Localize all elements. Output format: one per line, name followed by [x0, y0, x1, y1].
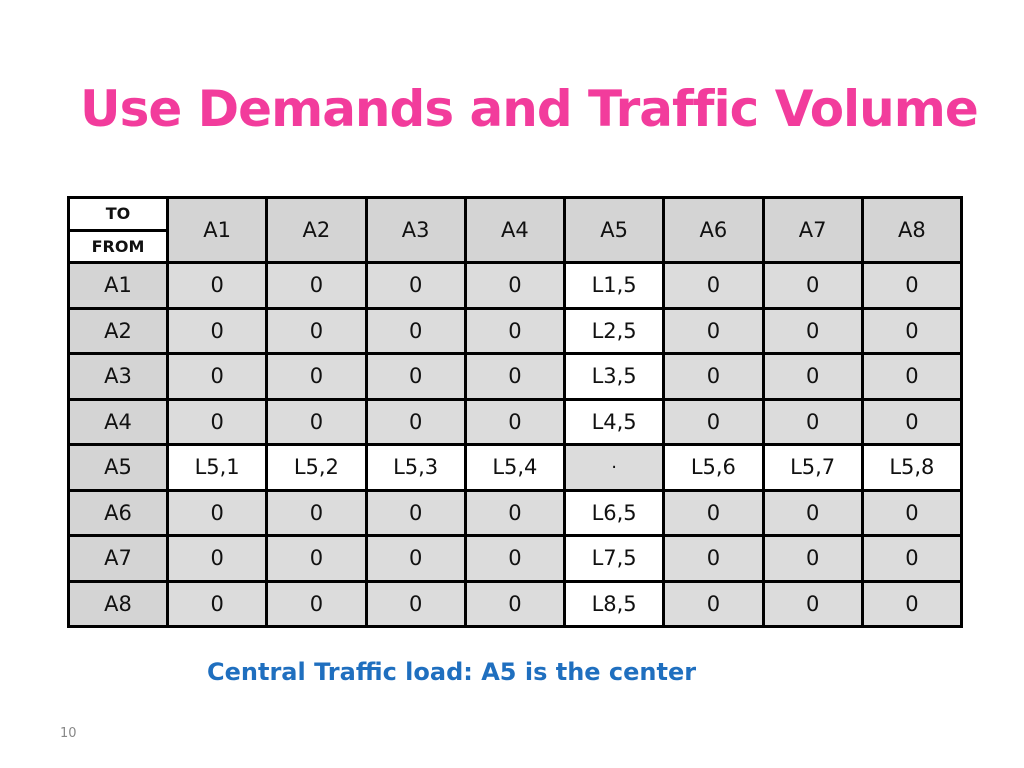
table-cell: 0 [863, 264, 960, 307]
table-cell: 0 [863, 537, 960, 580]
table-cell: 0 [466, 491, 563, 534]
column-header-a5: A5 [566, 199, 663, 261]
table-cell: 0 [665, 400, 762, 443]
table-cell: 0 [169, 537, 266, 580]
table-cell: 0 [169, 355, 266, 398]
table-cell: 0 [268, 400, 365, 443]
table-cell: 0 [466, 264, 563, 307]
table-cell: 0 [665, 537, 762, 580]
row-header-a2: A2 [70, 309, 166, 352]
table-cell: 0 [169, 491, 266, 534]
row-header-a1: A1 [70, 264, 166, 307]
table-cell: L8,5 [566, 582, 663, 625]
table-cell: 0 [169, 400, 266, 443]
table-cell: 0 [665, 582, 762, 625]
column-header-a1: A1 [169, 199, 266, 261]
table-cell: 0 [665, 309, 762, 352]
column-header-a8: A8 [863, 199, 960, 261]
table-cell: 0 [466, 537, 563, 580]
table-cell: 0 [367, 491, 464, 534]
table-cell: 0 [764, 355, 861, 398]
table-cell: 0 [863, 491, 960, 534]
corner-from-label: FROM [70, 231, 166, 261]
page-number: 10 [60, 726, 77, 741]
table-cell: · [566, 446, 663, 489]
table-cell: 0 [466, 309, 563, 352]
table-cell: 0 [863, 309, 960, 352]
table-cell: L5,6 [665, 446, 762, 489]
table-cell: 0 [367, 264, 464, 307]
table-cell: L1,5 [566, 264, 663, 307]
table-cell: 0 [863, 355, 960, 398]
table-cell: 0 [268, 264, 365, 307]
table-cell: 0 [268, 491, 365, 534]
table-cell: 0 [268, 309, 365, 352]
table-cell: L4,5 [566, 400, 663, 443]
table-cell: 0 [268, 537, 365, 580]
table-cell: 0 [367, 400, 464, 443]
table-corner-header: TO FROM [70, 199, 166, 261]
table-cell: L5,3 [367, 446, 464, 489]
table-cell: 0 [863, 582, 960, 625]
table-cell: 0 [169, 264, 266, 307]
table-cell: 0 [466, 355, 563, 398]
table-cell: 0 [367, 537, 464, 580]
slide-caption: Central Traffic load: A5 is the center [207, 658, 697, 686]
table-cell: 0 [367, 309, 464, 352]
table-cell: 0 [665, 355, 762, 398]
table-cell: 0 [863, 400, 960, 443]
traffic-table: TO FROM A1 A2 A3 A4 A5 A6 A7 A8 A1 0 0 0 0 L1,5 0 0 0 A2 0… [67, 196, 963, 628]
table-cell: 0 [764, 537, 861, 580]
table-cell: L5,8 [863, 446, 960, 489]
table-cell: 0 [169, 309, 266, 352]
table-cell: L5,1 [169, 446, 266, 489]
table-cell: 0 [367, 582, 464, 625]
column-header-a3: A3 [367, 199, 464, 261]
column-header-a6: A6 [665, 199, 762, 261]
table-cell: L6,5 [566, 491, 663, 534]
slide-title: Use Demands and Traffic Volume [80, 80, 979, 138]
table-cell: 0 [268, 582, 365, 625]
table-cell: 0 [466, 400, 563, 443]
table-cell: 0 [367, 355, 464, 398]
traffic-table-grid: TO FROM A1 A2 A3 A4 A5 A6 A7 A8 A1 0 0 0 0 L1,5 0 0 0 A2 0… [70, 199, 960, 625]
table-cell: L5,4 [466, 446, 563, 489]
table-cell: 0 [169, 582, 266, 625]
table-cell: L7,5 [566, 537, 663, 580]
row-header-a5: A5 [70, 446, 166, 489]
row-header-a4: A4 [70, 400, 166, 443]
table-cell: 0 [665, 264, 762, 307]
corner-to-label: TO [70, 199, 166, 229]
table-cell: 0 [466, 582, 563, 625]
table-cell: 0 [764, 400, 861, 443]
table-cell: 0 [764, 582, 861, 625]
column-header-a4: A4 [466, 199, 563, 261]
row-header-a3: A3 [70, 355, 166, 398]
table-cell: 0 [764, 491, 861, 534]
row-header-a6: A6 [70, 491, 166, 534]
table-cell: 0 [764, 309, 861, 352]
column-header-a7: A7 [764, 199, 861, 261]
table-cell: L5,2 [268, 446, 365, 489]
table-cell: L5,7 [764, 446, 861, 489]
table-cell: 0 [665, 491, 762, 534]
row-header-a7: A7 [70, 537, 166, 580]
row-header-a8: A8 [70, 582, 166, 625]
table-cell: L3,5 [566, 355, 663, 398]
column-header-a2: A2 [268, 199, 365, 261]
table-cell: 0 [764, 264, 861, 307]
table-cell: 0 [268, 355, 365, 398]
table-cell: L2,5 [566, 309, 663, 352]
